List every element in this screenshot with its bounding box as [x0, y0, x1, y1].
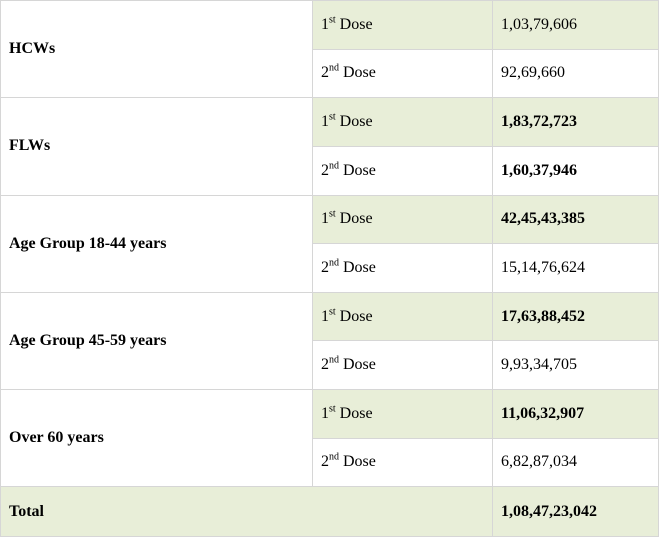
- dose-ordinal-suffix: st: [329, 403, 336, 415]
- dose-ordinal-suffix: st: [329, 14, 336, 26]
- value-cell: 11,06,32,907: [492, 389, 659, 439]
- dose-ordinal: 1: [321, 15, 329, 33]
- value-cell: 17,63,88,452: [492, 291, 659, 342]
- table-row: Age Group 45-59 years 1st Dose 17,63,88,4…: [0, 291, 659, 391]
- value-cell: 92,69,660: [492, 48, 659, 99]
- total-label-cell: Total: [0, 486, 493, 537]
- dose-ordinal: 1: [321, 210, 329, 228]
- dose-ordinal: 2: [321, 161, 329, 179]
- value-cell: 1,83,72,723: [492, 97, 659, 147]
- category-cell-18-44: Age Group 18-44 years: [0, 194, 313, 293]
- dose-label-cell: 2nd Dose: [312, 437, 493, 488]
- dose-label-cell: 1st Dose: [312, 291, 493, 342]
- dose-label-cell: 1st Dose: [312, 0, 493, 50]
- dose-label-cell: 2nd Dose: [312, 145, 493, 196]
- value-cell: 42,45,43,385: [492, 194, 659, 245]
- table-row-total: Total 1,08,47,23,042: [0, 486, 659, 537]
- category-cell-over-60: Over 60 years: [0, 388, 313, 488]
- dose-word: Dose: [339, 307, 373, 325]
- dose-label-cell: 2nd Dose: [312, 243, 493, 293]
- dose-word: Dose: [343, 453, 376, 471]
- dose-word: Dose: [343, 356, 376, 374]
- dose-word: Dose: [339, 210, 373, 228]
- dose-word: Dose: [339, 113, 373, 131]
- category-cell-hcws: HCWs: [0, 0, 313, 99]
- total-value-cell: 1,08,47,23,042: [492, 486, 659, 537]
- dose-ordinal: 2: [321, 258, 329, 276]
- dose-ordinal: 2: [321, 356, 329, 374]
- dose-ordinal: 1: [321, 307, 329, 325]
- value-cell: 15,14,76,624: [492, 243, 659, 293]
- dose-word: Dose: [343, 161, 376, 179]
- table-row: 2nd Dose 15,14,76,624: [1, 243, 659, 293]
- dose-ordinal-suffix: nd: [329, 63, 339, 75]
- dose-ordinal-suffix: nd: [329, 354, 339, 366]
- dose-ordinal: 2: [321, 453, 329, 471]
- table-row: Age Group 18-44 years 1st Dose 42,45,43,3…: [0, 194, 659, 293]
- dose-label-cell: 1st Dose: [312, 194, 493, 245]
- dose-ordinal-suffix: nd: [329, 257, 339, 269]
- dose-ordinal: 1: [321, 404, 329, 422]
- value-cell: 9,93,34,705: [492, 340, 659, 390]
- dose-label-cell: 1st Dose: [312, 389, 493, 439]
- dose-ordinal-suffix: st: [329, 306, 336, 318]
- table-row: Over 60 years 1st Dose 11,06,32,907: [0, 388, 659, 488]
- value-cell: 1,60,37,946: [492, 145, 659, 196]
- dose-word: Dose: [343, 258, 376, 276]
- dose-label-cell: 2nd Dose: [312, 48, 493, 99]
- dose-word: Dose: [339, 404, 373, 422]
- table-row: 2nd Dose 9,93,34,705: [1, 340, 659, 390]
- value-cell: 6,82,87,034: [492, 437, 659, 488]
- dose-ordinal-suffix: nd: [329, 452, 339, 464]
- dose-ordinal-suffix: st: [329, 208, 336, 220]
- dose-ordinal: 1: [321, 113, 329, 131]
- dose-label-cell: 2nd Dose: [312, 340, 493, 390]
- dose-label-cell: 1st Dose: [312, 97, 493, 147]
- dose-ordinal: 2: [321, 64, 329, 82]
- table-row: HCWs 1st Dose 1,03,79,606: [0, 0, 659, 99]
- dose-word: Dose: [343, 64, 376, 82]
- table-row: 2nd Dose 1,60,37,946: [1, 145, 659, 196]
- category-cell-45-59: Age Group 45-59 years: [0, 291, 313, 391]
- value-cell: 1,03,79,606: [492, 0, 659, 50]
- table-row: FLWs 1st Dose 1,83,72,723: [0, 97, 659, 196]
- dose-ordinal-suffix: st: [329, 111, 336, 123]
- category-cell-flws: FLWs: [0, 97, 313, 196]
- table-row: 2nd Dose 6,82,87,034: [1, 437, 659, 488]
- dose-ordinal-suffix: nd: [329, 160, 339, 172]
- dose-word: Dose: [339, 15, 373, 33]
